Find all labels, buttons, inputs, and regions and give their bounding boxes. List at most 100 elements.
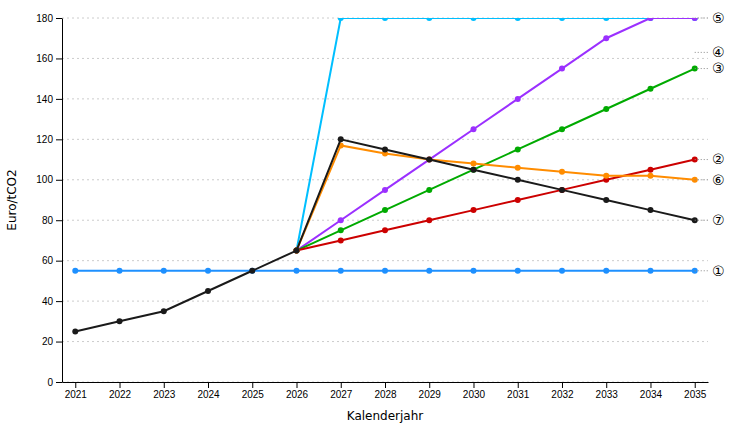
x-axis-title: Kalenderjahr — [347, 409, 424, 423]
annotation-label: ③ — [712, 60, 725, 76]
series-point — [603, 268, 609, 274]
series-point — [647, 167, 653, 173]
y-tick: 100 — [36, 174, 62, 185]
annotation-leader — [695, 179, 708, 180]
series — [294, 142, 698, 253]
series — [294, 18, 698, 254]
grid-line — [62, 58, 708, 59]
x-tick-label: 2021 — [65, 389, 88, 400]
series-point — [603, 173, 609, 179]
series-point — [205, 268, 211, 274]
y-tick: 40 — [42, 296, 62, 307]
x-tick-mark — [606, 382, 607, 388]
x-tick-label: 2022 — [109, 389, 132, 400]
annotation-label: ⑦ — [712, 212, 725, 228]
series-point — [603, 35, 609, 41]
series-point — [382, 268, 388, 274]
series-point — [294, 248, 300, 254]
x-tick-mark — [650, 382, 651, 388]
series-point — [515, 18, 521, 21]
x-tick-label: 2026 — [286, 389, 309, 400]
grid-line — [62, 98, 708, 99]
series-point — [426, 217, 432, 223]
series-point — [647, 173, 653, 179]
series-point — [647, 18, 653, 21]
y-axis-title: Euro/tCO2 — [5, 169, 19, 230]
x-tick: 2031 — [507, 382, 530, 400]
series — [294, 66, 698, 254]
annotation-label: ⑥ — [712, 172, 725, 188]
series-point — [382, 207, 388, 213]
series-point — [470, 167, 476, 173]
x-tick-label: 2024 — [197, 389, 220, 400]
y-tick-label: 20 — [42, 336, 54, 347]
x-tick-mark — [562, 382, 563, 388]
series-point — [515, 146, 521, 152]
series-point — [338, 136, 344, 142]
series-point — [338, 227, 344, 233]
y-tick-mark — [56, 99, 62, 100]
grid-line — [62, 341, 708, 342]
x-tick-label: 2034 — [640, 389, 663, 400]
x-tick-mark — [341, 382, 342, 388]
series-point — [515, 268, 521, 274]
series-point — [249, 268, 255, 274]
series — [72, 268, 697, 274]
x-tick-mark — [164, 382, 165, 388]
y-tick-mark — [56, 18, 62, 19]
series-point — [647, 268, 653, 274]
x-tick: 2022 — [109, 382, 132, 400]
annotation-label: ⑤ — [712, 10, 725, 26]
x-tick: 2021 — [65, 382, 88, 400]
x-tick-label: 2029 — [419, 389, 442, 400]
x-tick-label: 2032 — [551, 389, 574, 400]
x-tick: 2035 — [684, 382, 707, 400]
series-point — [338, 237, 344, 243]
series-point — [426, 187, 432, 193]
series-point — [559, 187, 565, 193]
series-point — [426, 157, 432, 163]
annotation-leader — [695, 270, 708, 271]
x-tick: 2034 — [640, 382, 663, 400]
series-point — [559, 126, 565, 132]
series-point — [426, 157, 432, 163]
series-point — [470, 207, 476, 213]
x-tick-mark — [429, 382, 430, 388]
annotation-leader — [695, 52, 708, 53]
series-point — [603, 18, 609, 21]
x-tick: 2026 — [286, 382, 309, 400]
y-tick-mark — [56, 58, 62, 59]
series-point — [117, 318, 123, 324]
x-tick-mark — [385, 382, 386, 388]
plot-area: 2021202220232024202520262027202820292030… — [36, 10, 724, 400]
y-tick-mark — [56, 180, 62, 181]
series-point — [72, 328, 78, 334]
series-point — [515, 177, 521, 183]
grid-line — [62, 139, 708, 140]
y-tick-label: 160 — [36, 53, 53, 64]
x-tick: 2033 — [596, 382, 619, 400]
annotations: ①②③④⑤⑥⑦ — [695, 10, 725, 279]
x-tick-label: 2025 — [242, 389, 265, 400]
x-tick-mark — [473, 382, 474, 388]
x-tick: 2027 — [330, 382, 353, 400]
x-tick: 2028 — [374, 382, 397, 400]
x-tick: 2029 — [419, 382, 442, 400]
series-line — [75, 139, 694, 331]
annotation-leader — [695, 220, 708, 221]
series-point — [294, 248, 300, 254]
grid — [62, 18, 708, 382]
x-tick-label: 2031 — [507, 389, 530, 400]
grid-line — [62, 220, 708, 221]
y-tick: 60 — [42, 255, 62, 266]
y-axis-line — [62, 19, 63, 383]
series-point — [249, 268, 255, 274]
annotation-leader — [695, 18, 708, 19]
series-point — [382, 227, 388, 233]
y-tick-label: 60 — [42, 255, 54, 266]
y-tick: 180 — [36, 13, 62, 24]
series-line — [297, 18, 695, 251]
series-point — [161, 308, 167, 314]
series-point — [382, 187, 388, 193]
x-tick-mark — [252, 382, 253, 388]
